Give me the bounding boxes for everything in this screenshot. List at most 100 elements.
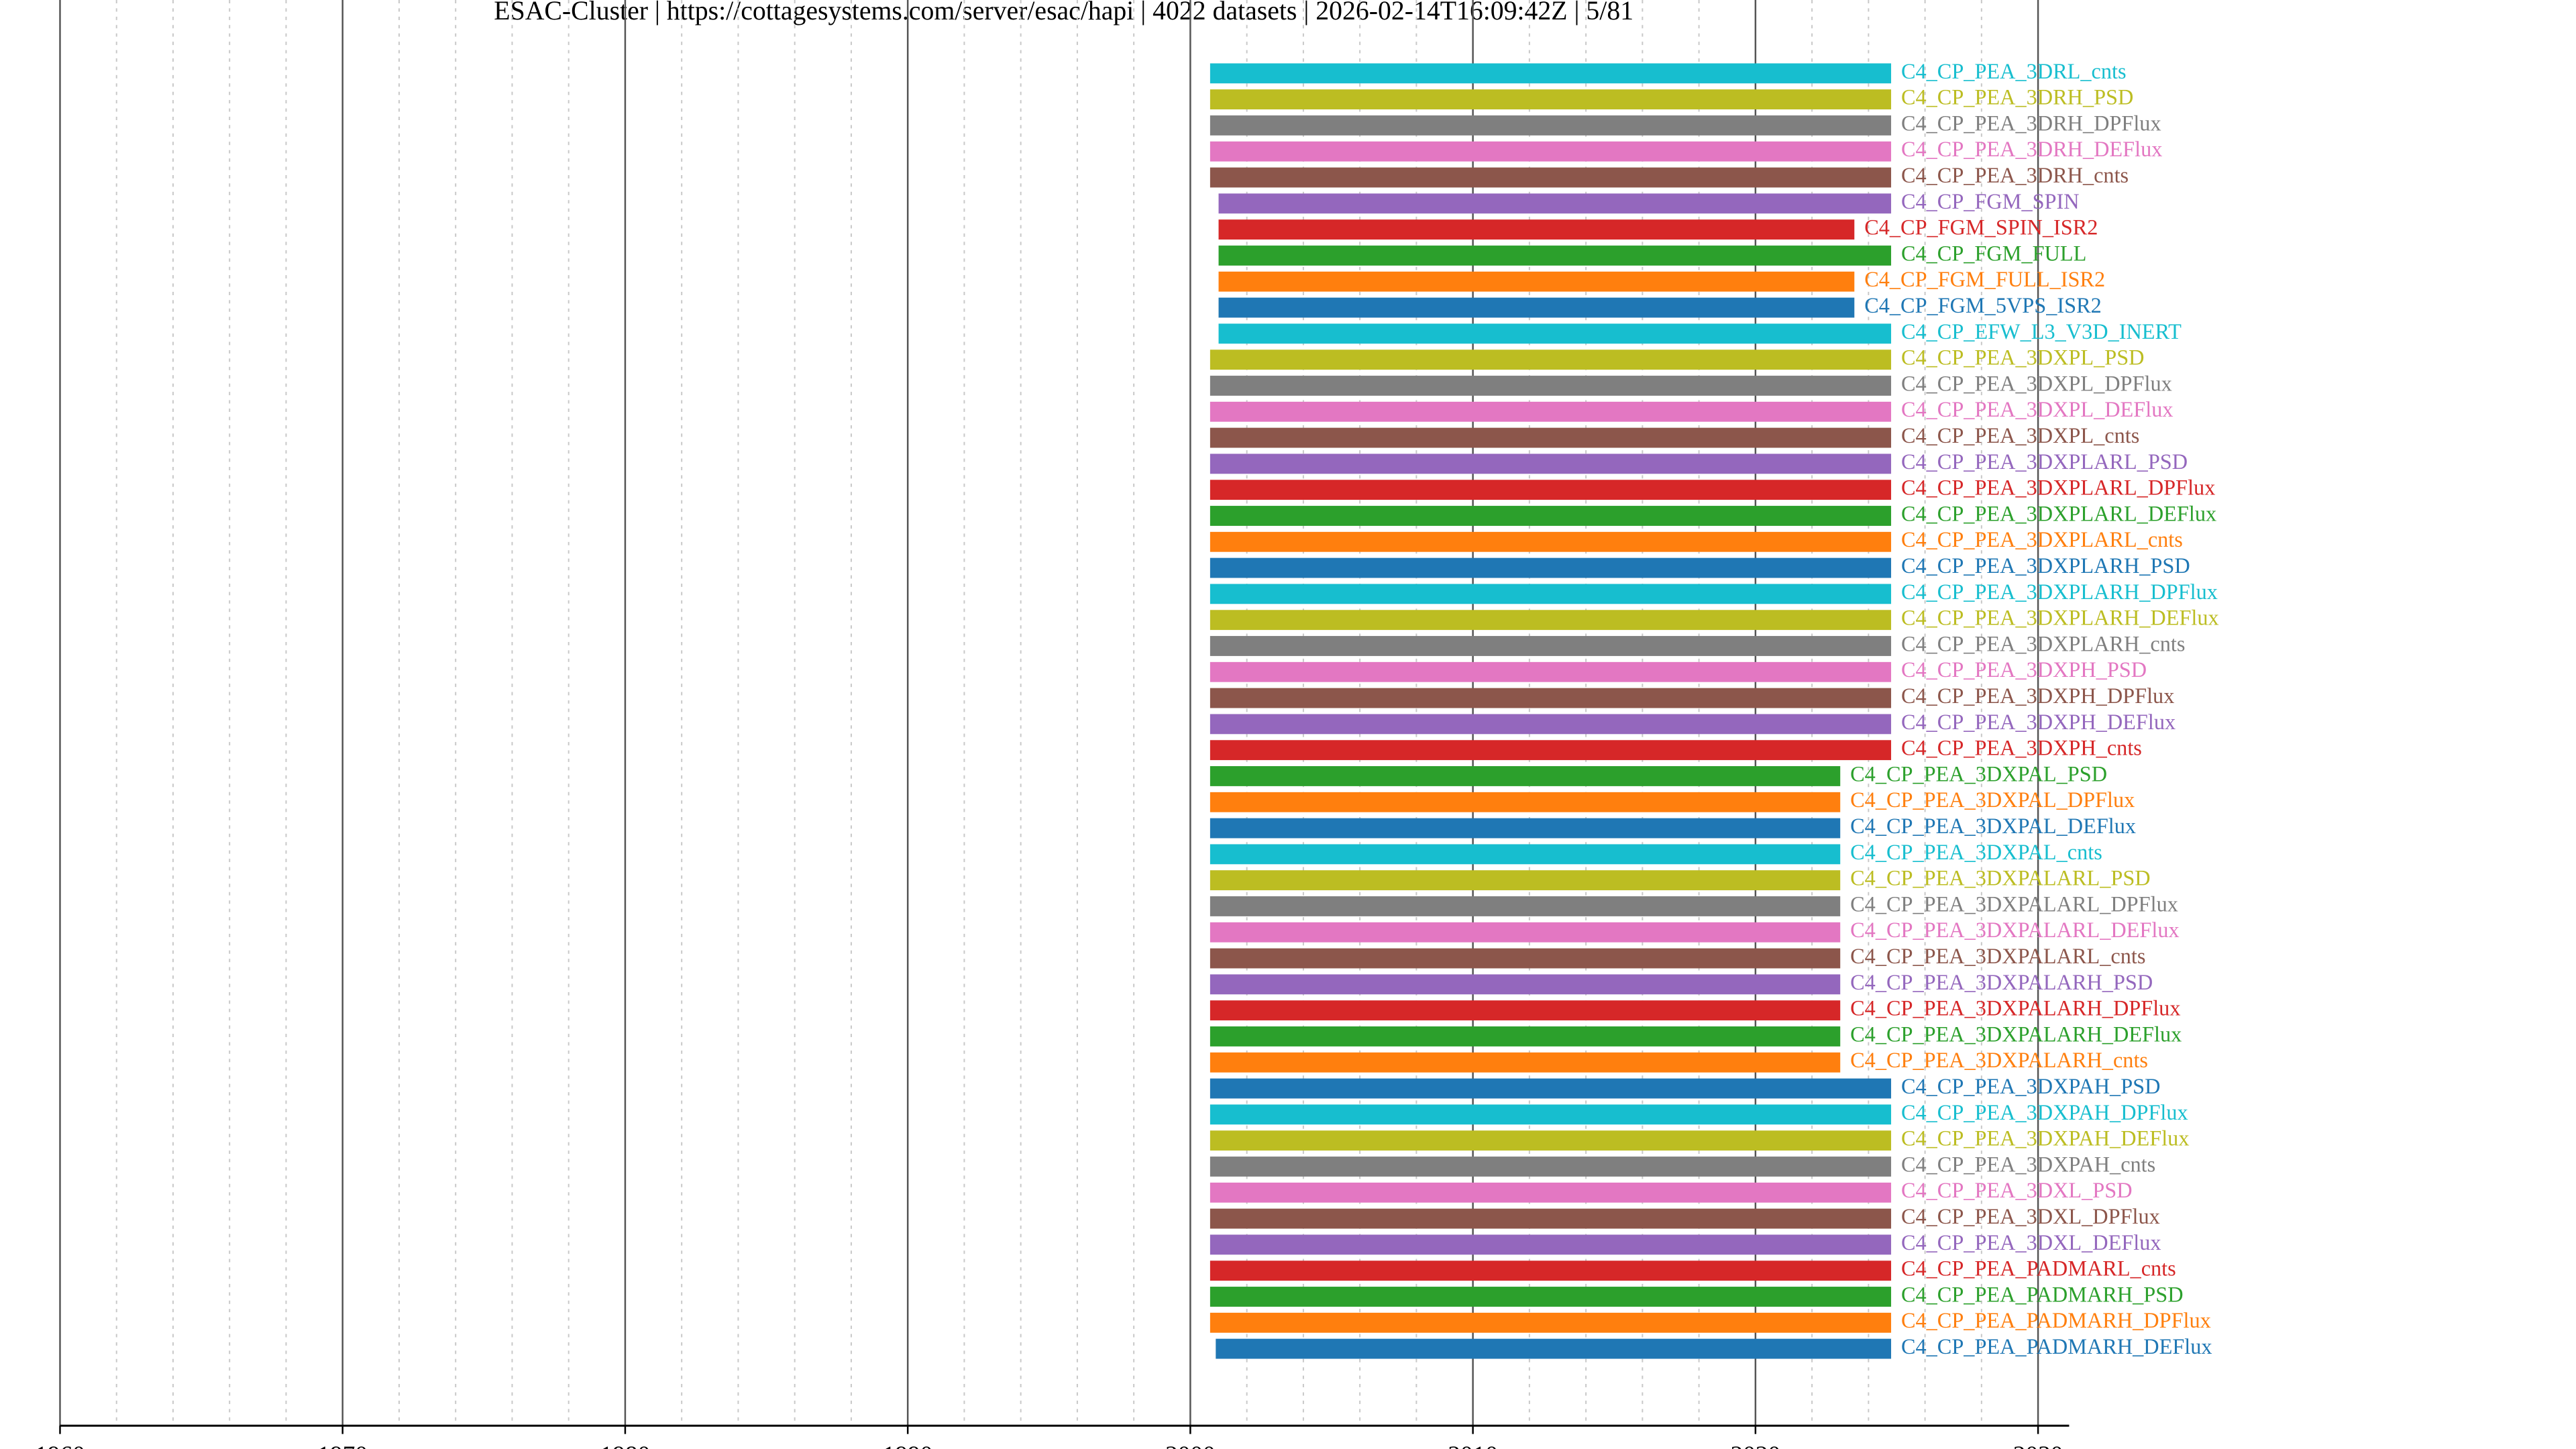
bar-label: C4_CP_PEA_3DXPH_PSD: [1901, 657, 2147, 682]
bar: [1210, 1260, 1892, 1281]
bar-label: C4_CP_PEA_3DXL_PSD: [1901, 1178, 2133, 1202]
bar: [1210, 1287, 1892, 1307]
bar-label: C4_CP_PEA_3DXPLARH_cnts: [1901, 631, 2186, 655]
bar-label: C4_CP_PEA_3DXPAH_PSD: [1901, 1074, 2160, 1098]
bar-label: C4_CP_PEA_3DXPALARH_cnts: [1850, 1048, 2148, 1072]
bar-label: C4_CP_PEA_3DXPALARL_PSD: [1850, 866, 2150, 890]
bar-label: C4_CP_PEA_3DXPL_DEFlux: [1901, 397, 2174, 421]
bar-label: C4_CP_PEA_3DXPH_DEFlux: [1901, 710, 2176, 734]
bar-label: C4_CP_PEA_3DXPAL_cnts: [1850, 840, 2102, 864]
bar-label: C4_CP_PEA_3DXPALARL_DPFlux: [1850, 892, 2178, 916]
bar-label: C4_CP_PEA_PADMARH_PSD: [1901, 1282, 2184, 1306]
bar: [1210, 922, 1841, 943]
bar: [1210, 531, 1892, 552]
x-tick-label: 2030: [2013, 1442, 2063, 1449]
bar: [1210, 480, 1892, 500]
x-tick-label: 2010: [1448, 1442, 1498, 1449]
bar-label: C4_CP_PEA_3DXPL_PSD: [1901, 345, 2145, 370]
bar: [1210, 818, 1841, 839]
bar: [1210, 89, 1892, 110]
bar: [1210, 1312, 1892, 1333]
bar-label: C4_CP_PEA_3DXPAH_cnts: [1901, 1152, 2155, 1176]
bar: [1210, 714, 1892, 735]
bar-label: C4_CP_FGM_FULL: [1901, 241, 2086, 265]
bar: [1218, 246, 1892, 266]
bar-label: C4_CP_PEA_PADMARL_cnts: [1901, 1256, 2176, 1281]
x-tick-label: 1990: [883, 1442, 933, 1449]
bar: [1210, 661, 1892, 682]
bar-label: C4_CP_PEA_3DRH_DPFlux: [1901, 111, 2161, 135]
bar: [1210, 115, 1892, 136]
bar: [1210, 1026, 1841, 1046]
bar: [1210, 1000, 1841, 1021]
bar-label: C4_CP_PEA_3DXPH_cnts: [1901, 736, 2142, 760]
bar: [1210, 506, 1892, 526]
x-tick-label: 2020: [1731, 1442, 1781, 1449]
bar-label: C4_CP_PEA_3DXL_DPFlux: [1901, 1204, 2160, 1228]
bar: [1210, 948, 1841, 969]
bar-label: C4_CP_PEA_3DXPALARH_PSD: [1850, 970, 2153, 994]
bar: [1218, 297, 1855, 318]
bar: [1210, 584, 1892, 604]
bar-label: C4_CP_PEA_3DRH_cnts: [1901, 163, 2129, 187]
chart-title: ESAC-Cluster | https://cottagesystems.co…: [494, 0, 1633, 25]
bar-label: C4_CP_PEA_3DXPLARL_cnts: [1901, 527, 2183, 551]
bar: [1218, 219, 1855, 240]
bar-label: C4_CP_PEA_3DXPLARH_PSD: [1901, 553, 2190, 578]
bar-label: C4_CP_PEA_3DXPAH_DPFlux: [1901, 1100, 2188, 1124]
bar-label: C4_CP_FGM_SPIN_ISR2: [1864, 215, 2098, 239]
bar: [1210, 1104, 1892, 1125]
bar: [1210, 636, 1892, 656]
bar-label: C4_CP_PEA_3DXPALARL_cnts: [1850, 944, 2145, 968]
bar: [1210, 688, 1892, 708]
bar-label: C4_CP_PEA_3DXPL_DPFlux: [1901, 371, 2172, 395]
bar: [1218, 193, 1892, 214]
bar: [1218, 271, 1855, 292]
x-tick-label: 1980: [600, 1442, 651, 1449]
bar-label: C4_CP_PEA_3DXPALARL_DEFlux: [1850, 918, 2180, 942]
bar-label: C4_CP_PEA_3DRH_PSD: [1901, 85, 2133, 109]
bar: [1210, 610, 1892, 631]
bar: [1210, 350, 1892, 370]
bar: [1210, 1208, 1892, 1229]
bar: [1216, 1338, 1892, 1359]
bar-label: C4_CP_PEA_3DXPL_cnts: [1901, 423, 2139, 447]
bar: [1210, 1052, 1841, 1073]
bar-label: C4_CP_PEA_3DXPAH_DEFlux: [1901, 1126, 2190, 1150]
bar-label: C4_CP_FGM_SPIN: [1901, 189, 2080, 213]
bar: [1210, 766, 1841, 786]
bar-label: C4_CP_PEA_3DXPLARH_DEFlux: [1901, 606, 2219, 630]
bar: [1210, 974, 1841, 995]
bar: [1210, 1078, 1892, 1099]
bar: [1210, 1182, 1892, 1203]
bar-label: C4_CP_PEA_3DXPAL_DEFlux: [1850, 814, 2136, 838]
bar: [1210, 1234, 1892, 1255]
x-tick-label: 2000: [1165, 1442, 1216, 1449]
bar-label: C4_CP_PEA_3DXPALARH_DPFlux: [1850, 996, 2180, 1020]
bar-label: C4_CP_FGM_FULL_ISR2: [1864, 267, 2105, 291]
bar-label: C4_CP_PEA_3DXPLARL_DPFlux: [1901, 476, 2215, 500]
bar-label: C4_CP_PEA_3DXPAL_PSD: [1850, 761, 2107, 786]
bar: [1210, 1157, 1892, 1177]
bar-label: C4_CP_PEA_3DXPH_DPFlux: [1901, 684, 2174, 708]
bar: [1210, 376, 1892, 396]
bar: [1210, 167, 1892, 188]
bar: [1210, 401, 1892, 422]
bar: [1210, 740, 1892, 761]
bar: [1210, 453, 1892, 474]
bar: [1210, 870, 1841, 891]
bar-label: C4_CP_PEA_3DXL_DEFlux: [1901, 1230, 2161, 1254]
bar: [1210, 792, 1841, 812]
bar-label: C4_CP_PEA_PADMARH_DPFlux: [1901, 1308, 2211, 1332]
bar-label: C4_CP_FGM_5VPS_ISR2: [1864, 293, 2102, 317]
bar-label: C4_CP_PEA_3DRL_cnts: [1901, 59, 2127, 83]
bar: [1210, 1130, 1892, 1151]
bar-label: C4_CP_PEA_3DXPALARH_DEFlux: [1850, 1022, 2182, 1046]
bar-label: C4_CP_PEA_3DXPLARH_DPFlux: [1901, 580, 2218, 604]
bar-label: C4_CP_PEA_3DXPLARL_PSD: [1901, 449, 2188, 474]
bar: [1210, 141, 1892, 162]
bar-label: C4_CP_PEA_3DRH_DEFlux: [1901, 137, 2162, 161]
bar: [1210, 896, 1841, 916]
